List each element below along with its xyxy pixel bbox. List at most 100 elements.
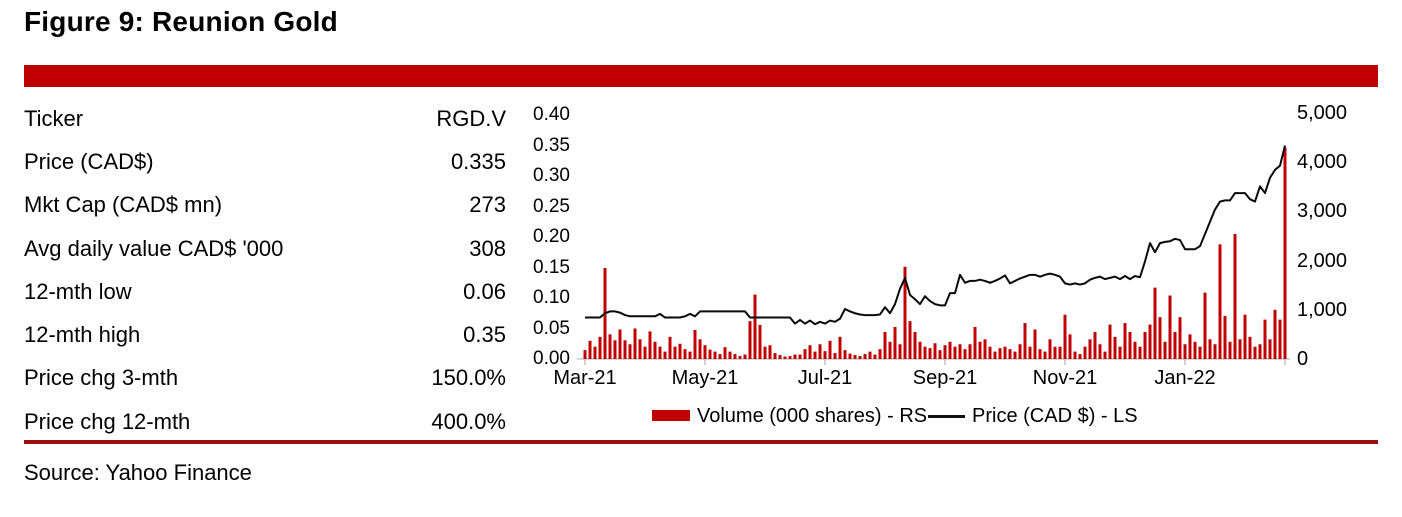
volume-bar <box>828 340 832 359</box>
volume-bar <box>1203 292 1207 359</box>
volume-bar <box>1048 339 1052 359</box>
price-legend-label: Price (CAD $) - LS <box>972 405 1138 427</box>
volume-bar <box>733 354 737 359</box>
volume-bar <box>1058 346 1062 359</box>
volume-bar <box>1123 323 1127 359</box>
volume-bar <box>893 327 897 359</box>
volume-bar <box>888 341 892 359</box>
volume-bar <box>988 346 992 359</box>
volume-bar <box>1143 331 1147 359</box>
volume-bar <box>608 334 612 359</box>
volume-bar <box>703 345 707 359</box>
volume-bar <box>1113 336 1117 359</box>
volume-bar <box>738 356 742 359</box>
volume-bar <box>613 340 617 359</box>
volume-bar <box>728 351 732 359</box>
stat-value: 150.0% <box>431 365 506 391</box>
volume-bar <box>1003 346 1007 359</box>
x-axis-tick: Jul-21 <box>797 367 853 389</box>
volume-bar <box>1023 323 1027 359</box>
volume-bar <box>1098 344 1102 359</box>
x-axis-tick: Sep-21 <box>912 367 978 389</box>
volume-bar <box>1253 346 1257 359</box>
volume-bar <box>1088 339 1092 359</box>
volume-bar <box>1248 336 1252 359</box>
volume-bar <box>818 344 822 359</box>
volume-bar <box>1118 346 1122 359</box>
volume-bar <box>748 321 752 359</box>
volume-bar <box>1133 341 1137 359</box>
source-note: Source: Yahoo Finance <box>24 460 252 485</box>
volume-bar <box>953 346 957 359</box>
left-axis-tick: 0.40 <box>533 104 570 125</box>
stat-label: Price chg 3-mth <box>24 365 179 391</box>
figure-title: Figure 9: Reunion Gold <box>24 6 338 37</box>
volume-bar <box>1063 314 1067 359</box>
volume-bar <box>963 349 967 359</box>
volume-bar <box>743 354 747 359</box>
volume-bar <box>1008 349 1012 359</box>
volume-bar <box>1208 339 1212 359</box>
right-axis-tick: 1,000 <box>1297 298 1348 321</box>
volume-bar <box>933 343 937 359</box>
volume-bar <box>813 351 817 359</box>
volume-bar <box>798 354 802 359</box>
stat-label: Avg daily value CAD$ '000 <box>24 235 284 261</box>
volume-bar <box>1228 341 1232 359</box>
volume-bar <box>788 356 792 359</box>
right-axis-tick: 3,000 <box>1297 200 1348 223</box>
right-axis-tick: 0 <box>1297 348 1309 370</box>
volume-bar <box>708 349 712 359</box>
x-axis-tick: Mar-21 <box>553 367 617 389</box>
volume-bar <box>973 327 977 359</box>
volume-bar <box>1238 339 1242 359</box>
stat-label: 12-mth low <box>24 278 132 304</box>
stats-table: Ticker RGD.V Price (CAD$) 0.335 Mkt Cap (CAD… <box>24 97 506 443</box>
volume-bar <box>1223 315 1227 359</box>
volume-bar <box>1028 346 1032 359</box>
volume-bar <box>1038 349 1042 359</box>
volume-bar <box>638 339 642 359</box>
x-axis-tick: Jan-22 <box>1154 367 1216 389</box>
volume-bar <box>618 329 622 359</box>
volume-bar <box>968 344 972 359</box>
volume-bar <box>1018 344 1022 359</box>
stat-label: Ticker <box>24 105 84 131</box>
volume-bar <box>858 356 862 359</box>
volume-bar <box>1163 341 1167 359</box>
x-axis-tick: May-21 <box>671 367 739 389</box>
volume-bar <box>848 353 852 359</box>
volume-bar <box>598 336 602 359</box>
volume-bar <box>778 355 782 359</box>
volume-bar <box>978 341 982 359</box>
volume-bar <box>1178 317 1182 359</box>
volume-bar <box>918 341 922 359</box>
volume-bar <box>1053 346 1057 359</box>
stats-row: Price chg 12-mth 400.0% <box>24 400 506 443</box>
volume-bar <box>1283 147 1287 359</box>
stat-value: 0.06 <box>463 278 506 304</box>
volume-legend-swatch <box>652 410 690 421</box>
volume-bar <box>883 331 887 359</box>
volume-bar <box>1198 346 1202 359</box>
volume-bar <box>1108 324 1112 359</box>
volume-bar <box>753 294 757 359</box>
volume-bar <box>688 351 692 359</box>
volume-bar <box>868 351 872 359</box>
volume-bar <box>1078 354 1082 359</box>
volume-bar <box>633 328 637 359</box>
stat-value: 273 <box>469 192 506 218</box>
stat-value: 0.335 <box>450 148 506 174</box>
stats-row: Avg daily value CAD$ '000 308 <box>24 227 506 270</box>
stats-row: Price chg 3-mth 150.0% <box>24 357 506 400</box>
left-axis-tick: 0.10 <box>533 287 570 308</box>
volume-bar <box>773 353 777 359</box>
volume-bar <box>713 351 717 359</box>
price-legend-swatch <box>928 415 965 418</box>
stat-value: 308 <box>469 235 506 261</box>
volume-bar <box>1193 341 1197 359</box>
left-axis-tick: 0.25 <box>533 195 570 217</box>
